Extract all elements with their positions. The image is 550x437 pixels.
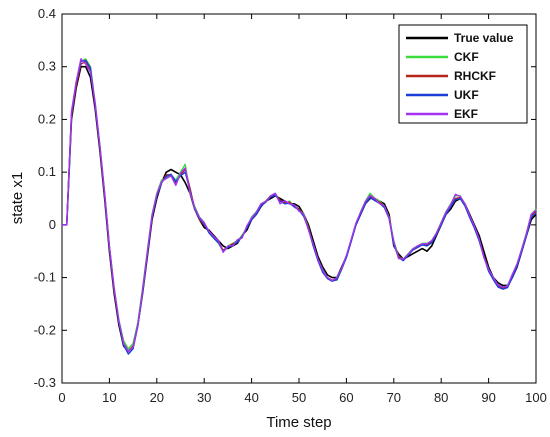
x-tick-label: 10 <box>102 390 116 405</box>
y-tick-label: 0.2 <box>38 111 56 126</box>
x-tick-label: 90 <box>481 390 495 405</box>
x-tick-label: 40 <box>244 390 258 405</box>
y-axis-title: state x1 <box>9 172 26 225</box>
x-tick-label: 0 <box>58 390 65 405</box>
x-axis-ticks: 0 10 20 30 40 50 60 70 80 90 100 <box>58 14 547 405</box>
y-tick-label: -0.1 <box>34 270 56 285</box>
legend-label-true-value: True value <box>454 31 514 45</box>
legend-box <box>398 24 528 124</box>
x-tick-label: 30 <box>197 390 211 405</box>
y-axis-ticks: -0.3 -0.2 -0.1 0 0.1 0.2 0.3 0.4 <box>34 6 536 390</box>
y-tick-label: 0 <box>49 217 56 232</box>
y-tick-label: 0.3 <box>38 59 56 74</box>
legend-label-ekf: EKF <box>454 107 478 121</box>
legend-label-ukf: UKF <box>454 88 479 102</box>
x-tick-label: 60 <box>339 390 353 405</box>
legend: True value CKF RHCKF UKF EKF <box>398 24 528 124</box>
y-tick-label: 0.4 <box>38 6 56 21</box>
series-lines <box>62 58 537 355</box>
x-axis-title: Time step <box>266 414 331 431</box>
x-tick-label: 80 <box>434 390 448 405</box>
x-tick-label: 100 <box>525 390 547 405</box>
series-line-ekf <box>62 58 537 353</box>
y-tick-label: -0.3 <box>34 375 56 390</box>
x-tick-label: 50 <box>292 390 306 405</box>
x-tick-label: 20 <box>150 390 164 405</box>
y-tick-label: -0.2 <box>34 322 56 337</box>
legend-label-rhckf: RHCKF <box>454 69 496 83</box>
x-tick-label: 70 <box>387 390 401 405</box>
y-tick-label: 0.1 <box>38 164 56 179</box>
legend-label-ckf: CKF <box>454 50 479 64</box>
